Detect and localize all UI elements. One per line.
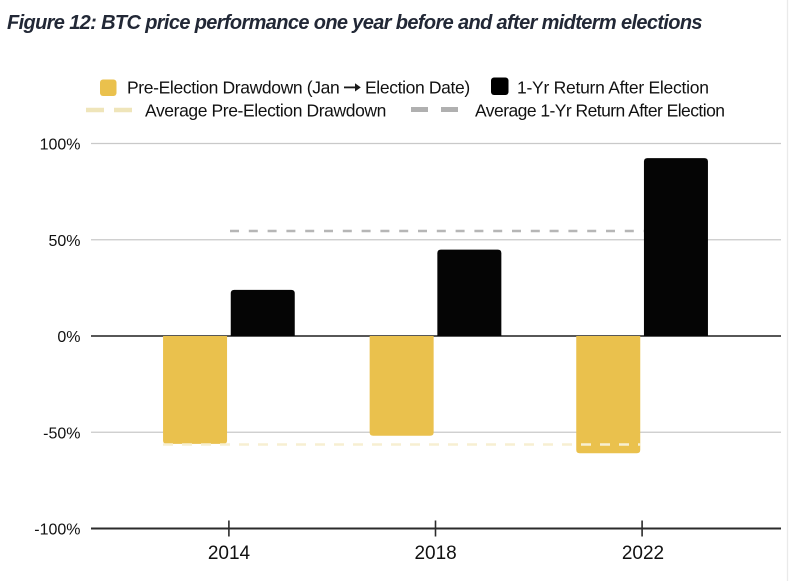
svg-text:50%: 50% <box>48 233 80 250</box>
svg-text:Pre-Election Drawdown (Jan: Pre-Election Drawdown (Jan <box>127 78 339 98</box>
svg-text:-50%: -50% <box>43 425 80 442</box>
svg-text:100%: 100% <box>40 137 81 154</box>
svg-text:Average Pre-Election Drawdown: Average Pre-Election Drawdown <box>145 101 386 121</box>
svg-text:Figure 12: BTC price performan: Figure 12: BTC price performance one yea… <box>7 12 702 34</box>
svg-text:2018: 2018 <box>414 543 456 564</box>
svg-text:1-Yr Return After Election: 1-Yr Return After Election <box>517 78 709 98</box>
svg-text:Average 1-Yr Return After Elec: Average 1-Yr Return After Election <box>475 101 724 121</box>
svg-text:2022: 2022 <box>622 543 664 564</box>
svg-text:2014: 2014 <box>208 543 251 564</box>
svg-text:-100%: -100% <box>34 522 80 539</box>
svg-text:Election Date): Election Date) <box>365 78 470 98</box>
svg-text:0%: 0% <box>57 329 80 346</box>
